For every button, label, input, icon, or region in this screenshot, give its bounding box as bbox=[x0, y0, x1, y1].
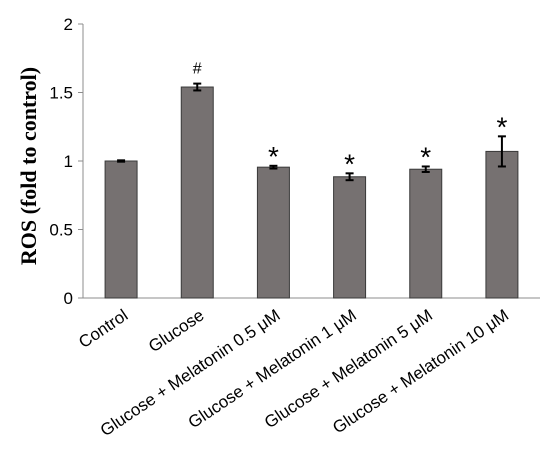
significance-hash: # bbox=[193, 61, 202, 78]
y-axis-title: ROS (fold to control) bbox=[16, 67, 41, 265]
y-tick-label: 1 bbox=[64, 152, 73, 171]
bar bbox=[104, 160, 138, 299]
bar bbox=[485, 150, 519, 299]
bar bbox=[409, 168, 443, 299]
x-tick-label: Glucose bbox=[145, 306, 207, 357]
y-tick-label: 2 bbox=[64, 15, 73, 34]
significance-star: * bbox=[420, 141, 431, 172]
significance-star: * bbox=[268, 141, 279, 172]
x-tick-label: Control bbox=[75, 306, 131, 352]
y-tick-label: 0 bbox=[64, 289, 73, 308]
y-tick-label: 1.5 bbox=[49, 84, 73, 103]
significance-star: * bbox=[344, 148, 355, 179]
significance-star: * bbox=[496, 111, 507, 142]
bar bbox=[333, 176, 367, 299]
bar bbox=[180, 86, 214, 299]
bar bbox=[256, 166, 290, 299]
y-tick-label: 0.5 bbox=[49, 221, 73, 240]
